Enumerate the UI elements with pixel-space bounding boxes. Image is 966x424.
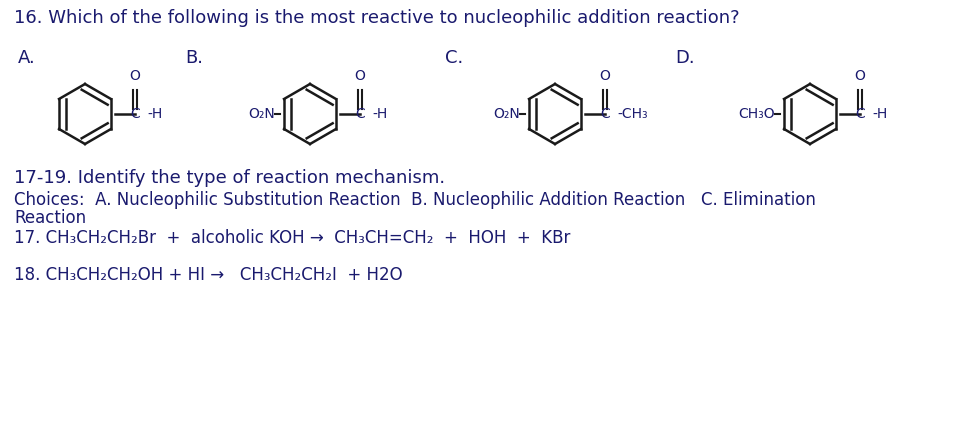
Text: 17-19. Identify the type of reaction mechanism.: 17-19. Identify the type of reaction mec… [14, 169, 445, 187]
Text: C: C [355, 107, 365, 121]
Text: 17. CH₃CH₂CH₂Br  +  alcoholic KOH →  CH₃CH=CH₂  +  HOH  +  KBr: 17. CH₃CH₂CH₂Br + alcoholic KOH → CH₃CH=… [14, 229, 570, 247]
Text: -H: -H [372, 107, 387, 121]
Text: 18. CH₃CH₂CH₂OH + HI →   CH₃CH₂CH₂I  + H2O: 18. CH₃CH₂CH₂OH + HI → CH₃CH₂CH₂I + H2O [14, 266, 403, 284]
Text: O: O [855, 69, 866, 83]
Text: Choices:  A. Nucleophilic Substitution Reaction  B. Nucleophilic Addition Reacti: Choices: A. Nucleophilic Substitution Re… [14, 191, 816, 209]
Text: -H: -H [872, 107, 887, 121]
Text: O₂N: O₂N [248, 107, 275, 121]
Text: O: O [600, 69, 611, 83]
Text: D.: D. [675, 49, 695, 67]
Text: 16. Which of the following is the most reactive to nucleophilic addition reactio: 16. Which of the following is the most r… [14, 9, 740, 27]
Text: C.: C. [445, 49, 464, 67]
Text: C: C [855, 107, 865, 121]
Text: -H: -H [147, 107, 162, 121]
Text: O: O [355, 69, 365, 83]
Text: B.: B. [185, 49, 203, 67]
Text: C: C [600, 107, 610, 121]
Text: -CH₃: -CH₃ [617, 107, 647, 121]
Text: A.: A. [18, 49, 36, 67]
Text: CH₃O: CH₃O [738, 107, 775, 121]
Text: C: C [130, 107, 140, 121]
Text: Reaction: Reaction [14, 209, 86, 227]
Text: O: O [129, 69, 140, 83]
Text: O₂N: O₂N [494, 107, 520, 121]
